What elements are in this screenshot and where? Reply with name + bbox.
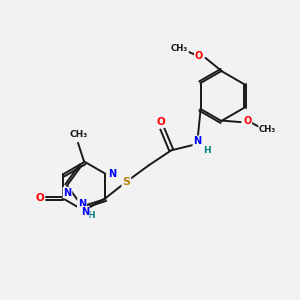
Text: N: N (63, 188, 71, 198)
Text: O: O (35, 193, 44, 203)
Text: N: N (108, 169, 116, 179)
Text: CH₃: CH₃ (70, 130, 88, 139)
Text: O: O (243, 116, 251, 126)
Text: H: H (87, 212, 94, 220)
Text: CH₃: CH₃ (171, 44, 188, 53)
Text: O: O (156, 117, 165, 127)
Text: N: N (193, 136, 202, 146)
Text: N: N (81, 207, 89, 217)
Text: H: H (203, 146, 211, 155)
Text: O: O (195, 51, 203, 62)
Text: CH₃: CH₃ (259, 125, 276, 134)
Text: S: S (122, 177, 130, 187)
Text: N: N (78, 199, 86, 209)
